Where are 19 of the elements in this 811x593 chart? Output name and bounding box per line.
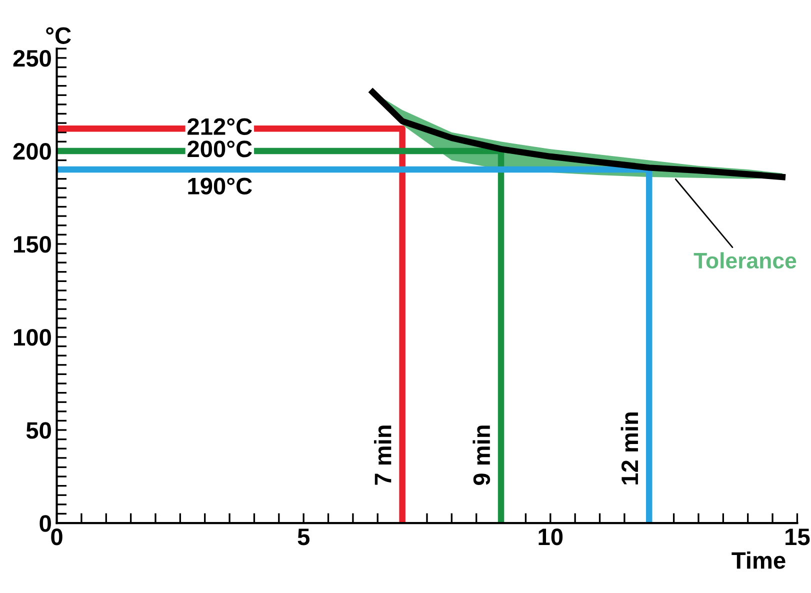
x-tick-label: 15	[786, 528, 810, 546]
y-tick-label: 50	[26, 422, 51, 439]
x-tick-label: 5	[298, 528, 310, 546]
x-tick-label: 10	[538, 528, 563, 546]
annotation: 7 min	[374, 426, 392, 485]
y-tick-label: 250	[13, 50, 51, 67]
annotation: 200°C	[188, 140, 252, 158]
annotation: 190°C	[188, 178, 252, 194]
annotation: 9 min	[472, 426, 490, 485]
annotation: 12 min	[620, 412, 638, 484]
annotation: Tolerance	[694, 252, 796, 269]
y-tick-label: 150	[14, 236, 51, 253]
y-axis-title: °C	[46, 27, 71, 44]
y-tick-label: 0	[40, 515, 51, 532]
x-axis-title: Time	[732, 551, 786, 569]
x-tick-label: 0	[51, 528, 62, 546]
annotation: 212°C	[188, 118, 252, 135]
y-tick-label: 200	[13, 143, 51, 160]
y-tick-label: 100	[14, 329, 51, 346]
